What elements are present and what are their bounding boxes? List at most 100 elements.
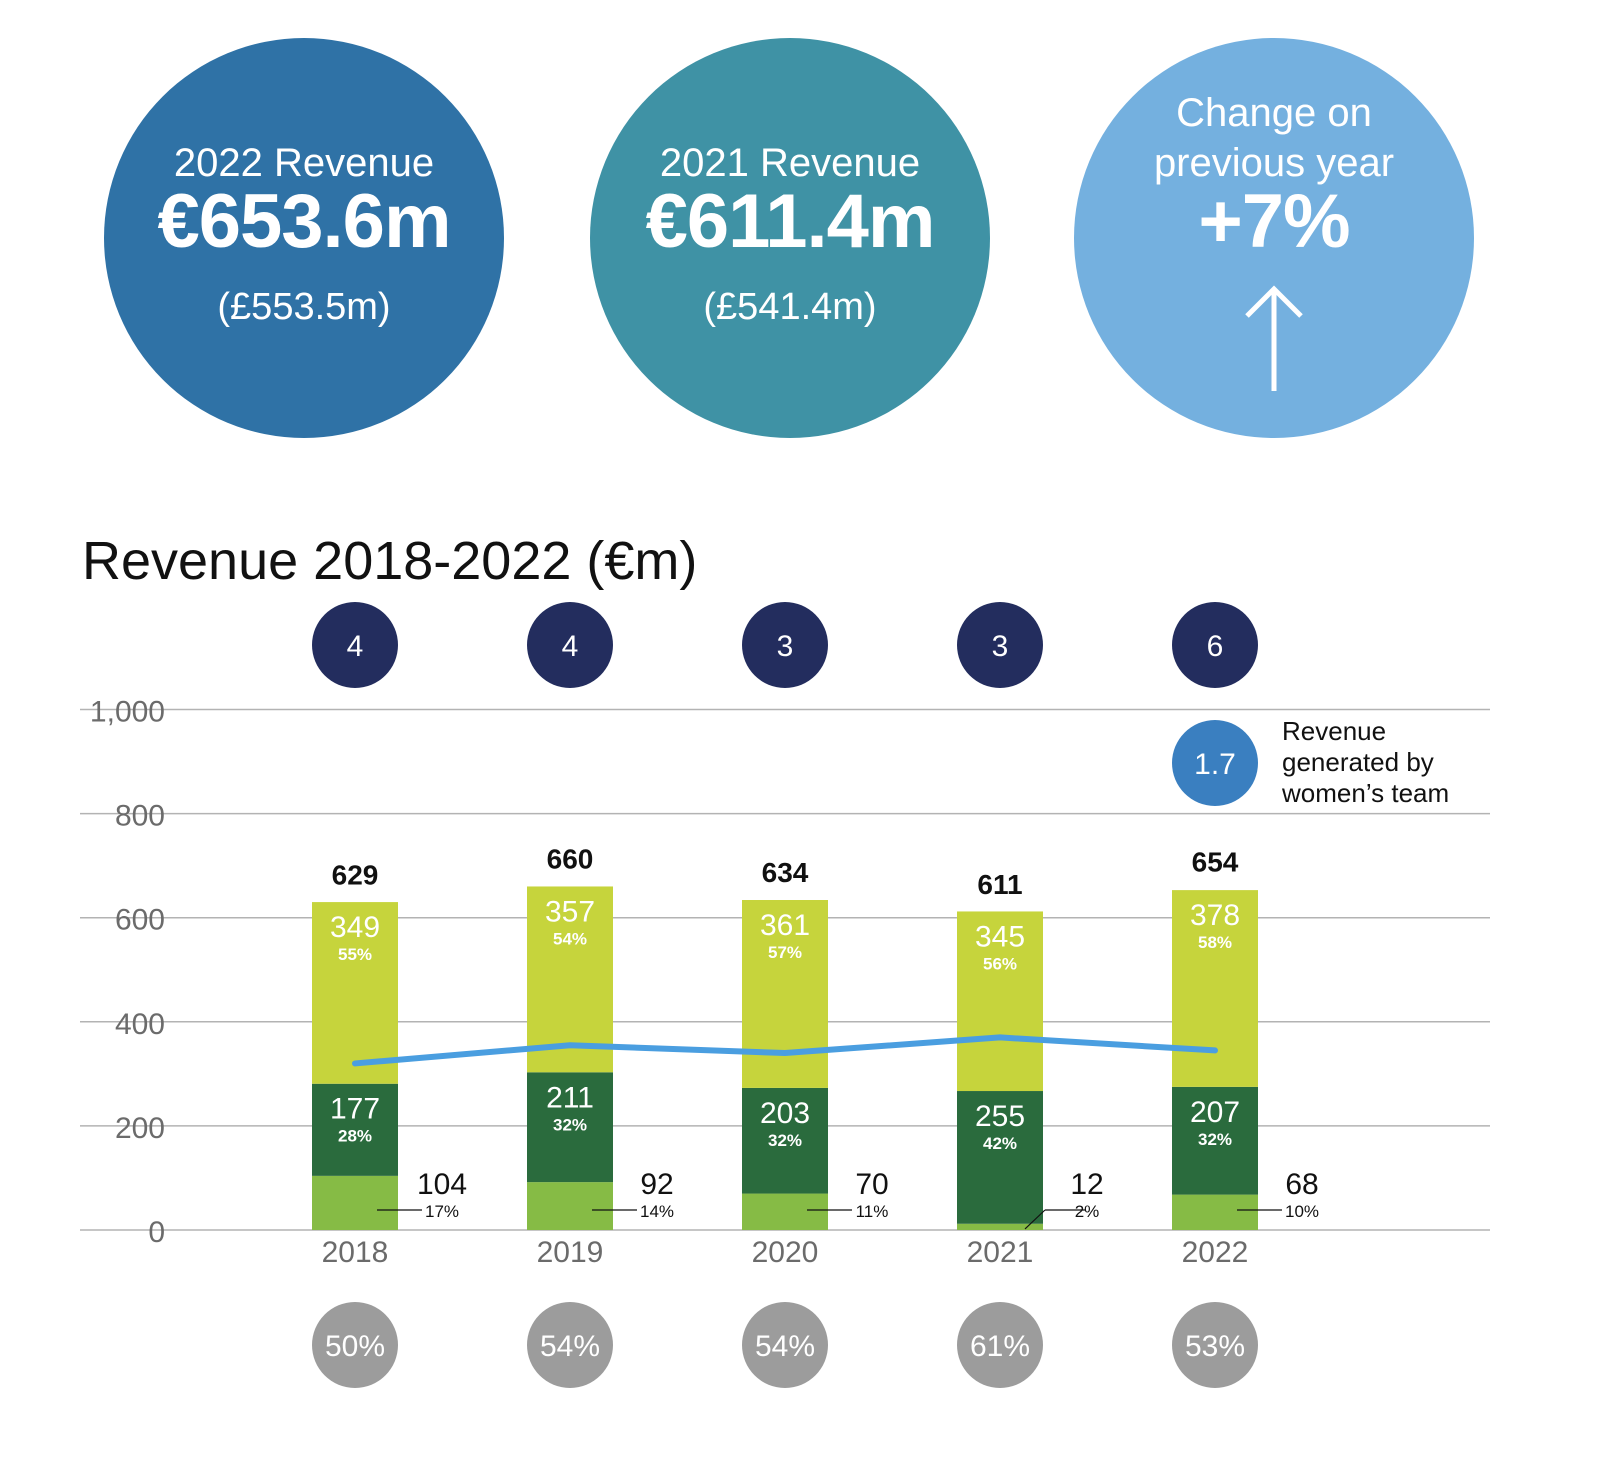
total-label: 611 [977,869,1022,900]
bar-segment [957,911,1043,1092]
y-tick-label: 800 [115,800,165,833]
bar-percent-label: 32% [768,1131,802,1150]
bar-value-label: 68 [1285,1168,1318,1201]
total-label: 660 [547,843,594,874]
x-tick-label: 2021 [967,1236,1034,1269]
kpi-value: +7% [1198,179,1350,264]
x-tick-label: 2019 [537,1236,604,1269]
count-badge-label: 4 [562,630,579,663]
bar-segment [957,1091,1043,1224]
percent-badge-label: 54% [540,1330,600,1363]
bar-segment [527,1072,613,1183]
count-badge-label: 4 [347,630,364,663]
bar-value-label: 255 [975,1100,1025,1133]
bar-value-label: 207 [1190,1096,1240,1129]
y-tick-label: 1,000 [90,696,165,729]
kpi-2022-revenue: 2022 Revenue €653.6m (£553.5m) [104,38,504,438]
bar-segment [957,1223,1043,1230]
bar-percent-label: 56% [983,954,1017,973]
bar-value-label: 177 [330,1093,380,1126]
count-badge-label: 6 [1207,630,1224,663]
bar-value-label: 345 [975,920,1025,953]
bar-percent-label: 32% [1198,1130,1232,1149]
up-arrow-icon [1245,285,1303,391]
legend-text: Revenue [1282,716,1386,746]
bar-value-label: 104 [417,1168,467,1201]
percent-badge-label: 54% [755,1330,815,1363]
bar-percent-label: 55% [338,945,372,964]
count-badge [527,602,613,688]
bar-percent-label: 32% [553,1115,587,1134]
bar-segment [312,1083,398,1176]
bar-segment [1172,1086,1258,1195]
percent-badge [742,1302,828,1388]
callout-line [1024,1209,1046,1230]
legend-value: 1.7 [1194,748,1236,781]
percent-badge [527,1302,613,1388]
kpi-change: Change on previous year +7% [1074,38,1474,438]
bar-percent-label: 17% [425,1202,459,1221]
bar-segment [742,900,828,1088]
bar-value-label: 203 [760,1097,810,1130]
total-label: 634 [762,857,809,888]
count-badge [312,602,398,688]
percent-badge-label: 50% [325,1330,385,1363]
count-badge [957,602,1043,688]
total-label: 654 [1192,847,1239,878]
percent-badge-label: 53% [1185,1330,1245,1363]
x-tick-label: 2018 [322,1236,389,1269]
bar-percent-label: 11% [856,1202,889,1221]
line-series [352,1034,1218,1067]
kpi-sub: (£553.5m) [217,286,391,328]
x-tick-label: 2022 [1182,1236,1249,1269]
kpi-sub: (£541.4m) [703,286,877,328]
bar-segment [742,1087,828,1194]
bar-value-label: 349 [330,911,380,944]
percent-badge [1172,1302,1258,1388]
bar-percent-label: 42% [983,1134,1017,1153]
bar-value-label: 70 [855,1168,888,1201]
kpi-label: 2021 Revenue [659,141,921,185]
count-badge-label: 3 [777,630,794,663]
bar-segment [1172,1194,1258,1230]
chart-title: Revenue 2018-2022 (€m) [82,531,698,591]
legend-badge [1172,720,1258,806]
count-badge-label: 3 [992,630,1009,663]
bar-value-label: 12 [1070,1168,1103,1201]
bar-segment [1172,890,1258,1087]
bar-percent-label: 28% [338,1127,372,1146]
kpi-label: Change on previous year [1153,91,1395,185]
bar-segment [527,886,613,1073]
bar-value-label: 92 [640,1168,673,1201]
y-tick-label: 200 [115,1112,165,1145]
bar-segment [312,902,398,1084]
kpi-value: €611.4m [645,179,936,264]
kpi-2021-revenue: 2021 Revenue €611.4m (£541.4m) [590,38,990,438]
bar-percent-label: 14% [640,1202,674,1221]
legend-text: women’s team [1281,778,1449,808]
kpi-value: €653.6m [157,179,451,264]
count-badge [1172,602,1258,688]
y-tick-label: 0 [148,1216,165,1249]
percent-badge-label: 61% [970,1330,1030,1363]
kpi-label: 2022 Revenue [173,141,435,185]
bar-percent-label: 54% [553,929,587,948]
x-tick-label: 2020 [752,1236,819,1269]
percent-badge [312,1302,398,1388]
y-tick-label: 400 [115,1008,165,1041]
bar-percent-label: 2% [1075,1202,1100,1221]
y-tick-label: 600 [115,904,165,937]
bar-value-label: 211 [546,1081,594,1114]
percent-badge [957,1302,1043,1388]
total-label: 629 [332,860,379,891]
bar-value-label: 357 [545,895,595,928]
bar-segment [312,1175,398,1230]
bar-value-label: 361 [760,909,810,942]
legend-text: generated by [1282,747,1434,777]
count-badge [742,602,828,688]
bar-segment [527,1182,613,1230]
bar-segment [742,1193,828,1230]
bar-percent-label: 57% [768,943,802,962]
bar-percent-label: 58% [1198,933,1232,952]
